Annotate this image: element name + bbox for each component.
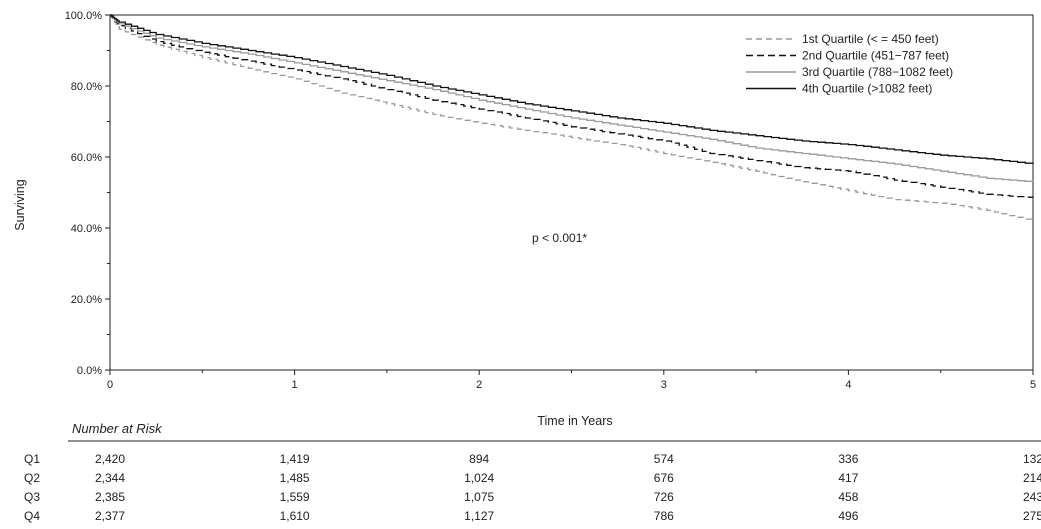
risk-cell: 214 xyxy=(1023,471,1041,485)
risk-cell: 1,419 xyxy=(280,452,310,466)
risk-row-label: Q3 xyxy=(24,490,40,504)
risk-row-label: Q4 xyxy=(24,509,40,523)
series-line-q4 xyxy=(110,14,1034,165)
risk-cell: 1,127 xyxy=(464,509,494,523)
series-layer xyxy=(110,14,1034,221)
risk-cell: 786 xyxy=(654,509,674,523)
risk-cell: 496 xyxy=(838,509,858,523)
risk-cell: 2,344 xyxy=(95,471,125,485)
risk-cell: 243 xyxy=(1023,490,1041,504)
x-axis-title: Time in Years xyxy=(537,414,612,428)
risk-cell: 574 xyxy=(654,452,674,466)
risk-cell: 726 xyxy=(654,490,674,504)
risk-row-label: Q2 xyxy=(24,471,40,485)
x-tick-label: 0 xyxy=(107,379,113,391)
risk-cell: 1,024 xyxy=(464,471,494,485)
risk-cell: 1,559 xyxy=(280,490,310,504)
y-tick-label: 100.0% xyxy=(65,10,103,22)
risk-row-label: Q1 xyxy=(24,452,40,466)
series-line-q3 xyxy=(110,14,1034,182)
risk-cell: 132 xyxy=(1023,452,1041,466)
legend-label-q1: 1st Quartile (< = 450 feet) xyxy=(802,32,939,46)
x-tick-label: 4 xyxy=(845,379,851,391)
axes: 0.0% 20.0% 40.0% 60.0% 80.0% 100.0% 0 1 2 3 4 5 xyxy=(65,10,1036,391)
risk-cell: 2,420 xyxy=(95,452,125,466)
risk-cell: 1,485 xyxy=(280,471,310,485)
y-tick-label: 40.0% xyxy=(71,223,102,235)
series-line-q1 xyxy=(110,14,1034,221)
risk-cell: 1,075 xyxy=(464,490,494,504)
x-tick-label: 2 xyxy=(476,379,482,391)
legend-label-q2: 2nd Quartile (451−787 feet) xyxy=(802,49,949,63)
risk-cell: 336 xyxy=(838,452,858,466)
x-tick-label: 1 xyxy=(292,379,298,391)
risk-table-title: Number at Risk xyxy=(72,421,163,436)
x-tick-label: 3 xyxy=(661,379,667,391)
y-tick-label: 0.0% xyxy=(77,365,102,377)
risk-cell: 458 xyxy=(838,490,858,504)
series-line-q2 xyxy=(110,14,1034,198)
risk-cell: 1,610 xyxy=(280,509,310,523)
legend-label-q4: 4th Quartile (>1082 feet) xyxy=(802,82,932,96)
x-tick-label: 5 xyxy=(1030,379,1036,391)
p-value-annotation: p < 0.001* xyxy=(532,231,587,245)
y-axis-title: Surviving xyxy=(13,179,27,230)
risk-cell: 894 xyxy=(469,452,489,466)
risk-cell: 676 xyxy=(654,471,674,485)
legend: 1st Quartile (< = 450 feet) 2nd Quartile … xyxy=(746,32,953,96)
y-tick-label: 20.0% xyxy=(71,294,102,306)
y-tick-label: 80.0% xyxy=(71,81,102,93)
risk-cell: 417 xyxy=(838,471,858,485)
risk-cell: 2,377 xyxy=(95,509,125,523)
number-at-risk-table: Number at Risk Q1 2,420 1,419 894 574 336 132 Q2… xyxy=(24,421,1041,523)
risk-cell: 275 xyxy=(1023,509,1041,523)
y-tick-label: 60.0% xyxy=(71,152,102,164)
legend-label-q3: 3rd Quartile (788−1082 feet) xyxy=(802,65,953,79)
risk-cell: 2,385 xyxy=(95,490,125,504)
